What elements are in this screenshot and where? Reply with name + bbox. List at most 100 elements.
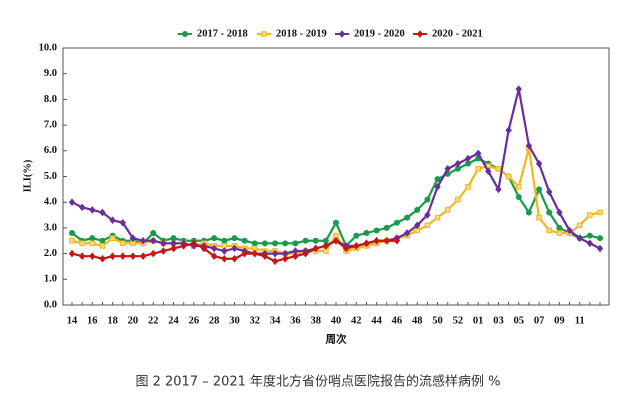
data-point [556, 208, 563, 217]
data-point [546, 209, 553, 216]
data-point [261, 252, 269, 260]
x-tick-label: 38 [310, 315, 321, 326]
data-point [99, 237, 106, 244]
x-tick-label: 44 [371, 315, 382, 326]
data-point [373, 236, 380, 245]
x-tick-label: 50 [432, 315, 443, 326]
data-point [68, 198, 76, 206]
legend-marker [182, 31, 188, 37]
data-point [495, 165, 502, 172]
data-point [597, 209, 603, 216]
data-point [170, 239, 177, 248]
x-axis-label: 周次 [326, 332, 347, 345]
data-point [444, 164, 451, 173]
y-tick-label: 4.0 [44, 197, 57, 208]
data-point [210, 252, 218, 260]
data-point [424, 196, 431, 203]
data-point [271, 257, 279, 266]
data-point [292, 240, 299, 247]
data-point [119, 218, 126, 227]
data-point [333, 219, 339, 226]
x-tick-label: 40 [331, 315, 342, 326]
data-point [251, 240, 258, 247]
data-point [231, 235, 238, 242]
data-point [160, 239, 167, 248]
data-point [150, 249, 157, 258]
data-point [536, 186, 543, 193]
data-point [261, 240, 268, 247]
data-point [515, 183, 522, 190]
y-tick-label: 7.0 [44, 120, 57, 131]
data-point [363, 230, 370, 237]
data-point [272, 240, 279, 247]
data-point [363, 239, 370, 248]
data-point [221, 237, 228, 244]
data-point [322, 242, 330, 250]
data-point [89, 240, 96, 247]
x-tick-label: 46 [392, 315, 403, 326]
data-point [353, 242, 360, 250]
data-point [190, 239, 198, 248]
data-point [465, 183, 471, 190]
data-point [515, 85, 522, 93]
y-axis-label: ILI(%) [22, 159, 33, 192]
data-point [160, 247, 167, 255]
data-point [546, 188, 553, 196]
data-point [505, 126, 512, 135]
x-tick-label: 05 [514, 315, 525, 326]
data-point [282, 254, 289, 263]
x-tick-label: 34 [270, 315, 281, 326]
data-point [68, 249, 76, 258]
data-point [129, 234, 137, 242]
data-point [434, 182, 441, 191]
data-point [454, 165, 461, 172]
legend-label: 2017 - 2018 [197, 28, 248, 39]
legend-marker [338, 30, 346, 38]
x-tick-label: 48 [412, 315, 423, 326]
data-point [525, 141, 533, 150]
data-point [170, 235, 177, 242]
data-point [424, 222, 431, 229]
data-point [99, 243, 106, 249]
y-tick-label: 5.0 [44, 171, 57, 182]
data-point [312, 244, 319, 253]
data-point [465, 160, 471, 167]
data-point [241, 249, 248, 258]
data-point [129, 252, 137, 260]
data-point [576, 234, 583, 242]
data-point [271, 249, 279, 258]
data-point [383, 236, 390, 245]
data-point [78, 252, 86, 260]
data-point [180, 242, 187, 250]
caption: 图 2 2017 – 2021 年度北方省份哨点医院报告的流感样病例 % [135, 374, 500, 390]
data-point [536, 214, 542, 221]
data-point [99, 254, 106, 263]
data-point [139, 236, 147, 245]
data-point [444, 207, 451, 213]
data-point [119, 240, 126, 247]
x-tick-label: 26 [189, 315, 200, 326]
data-point [373, 227, 380, 234]
data-point [302, 249, 309, 258]
data-point [505, 173, 512, 180]
data-point [546, 227, 553, 234]
x-tick-label: 36 [290, 315, 301, 326]
x-tick-label: 20 [128, 315, 139, 326]
data-point [535, 159, 543, 168]
data-point [556, 230, 563, 236]
y-tick-label: 8.0 [44, 94, 57, 105]
data-point [302, 237, 309, 244]
x-tick-label: 07 [534, 315, 545, 326]
y-tick-label: 10.0 [39, 42, 57, 53]
data-point [353, 232, 360, 239]
x-tick-label: 16 [87, 315, 98, 326]
data-point [322, 237, 329, 244]
data-point [404, 214, 411, 221]
data-point [241, 237, 248, 244]
data-point [455, 196, 461, 203]
data-point [170, 244, 177, 253]
x-tick-label: 42 [351, 315, 362, 326]
y-tick-label: 9.0 [44, 68, 57, 79]
data-point [221, 247, 228, 255]
x-tick-label: 32 [250, 315, 261, 326]
